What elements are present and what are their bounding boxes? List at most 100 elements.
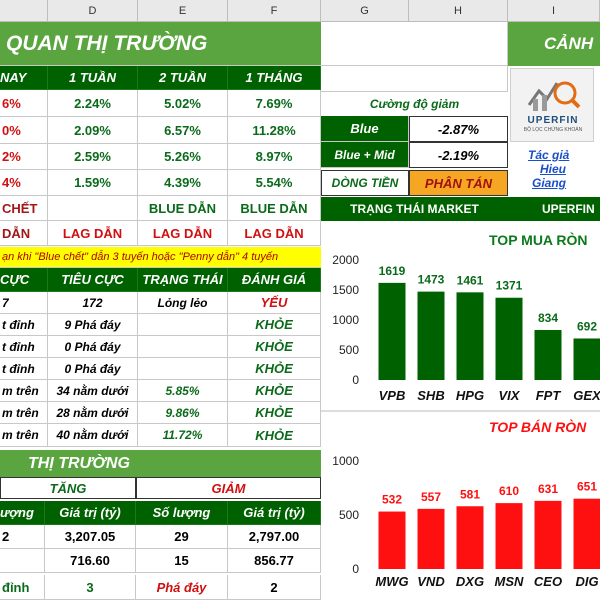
eval-cell[interactable]: 40 nằm dưới	[48, 424, 138, 447]
eval-header-rating: ĐÁNH GIÁ	[228, 268, 321, 292]
column-header-h[interactable]: H	[409, 0, 508, 22]
chart-bar[interactable]	[573, 498, 600, 569]
column-header-i[interactable]: I	[508, 0, 600, 22]
chart-bar[interactable]	[456, 506, 484, 569]
top-net-buy-chart[interactable]: TOP MUA RÒN 2000 1500 1000 500 0 1619 VPB 1473…	[321, 222, 600, 410]
period-cell[interactable]: 4.39%	[138, 170, 228, 196]
period-cell[interactable]: 2.24%	[48, 90, 138, 117]
status-cell[interactable]: LAG DẪN	[228, 221, 321, 246]
period-cell[interactable]: 0%	[0, 117, 48, 144]
eval-cell[interactable]	[138, 336, 228, 358]
period-cell[interactable]: 2.09%	[48, 117, 138, 144]
market-cell[interactable]	[0, 549, 45, 573]
cashflow-value[interactable]: PHÂN TÁN	[409, 170, 508, 196]
market-cell[interactable]: 2,797.00	[228, 525, 321, 549]
eval-cell[interactable]: 34 nằm dưới	[48, 380, 138, 402]
title-blank-cell[interactable]	[321, 22, 508, 66]
chart-bar[interactable]	[534, 329, 562, 380]
strength-blue-value[interactable]: -2.87%	[409, 116, 508, 142]
eval-cell[interactable]: 0 Phá đáy	[48, 358, 138, 380]
market-cell[interactable]: 856.77	[228, 549, 321, 573]
column-header-d[interactable]: D	[48, 0, 138, 22]
strength-bluemid-value[interactable]: -2.19%	[409, 142, 508, 168]
eval-cell[interactable]: m trên	[0, 402, 48, 424]
status-cell[interactable]: BLUE DẪN	[138, 196, 228, 221]
status-cell[interactable]	[48, 196, 138, 221]
period-cell[interactable]: 4%	[0, 170, 48, 196]
eval-cell[interactable]: 11.72%	[138, 424, 228, 447]
period-cell[interactable]: 5.26%	[138, 144, 228, 170]
eval-cell[interactable]: 7	[0, 292, 48, 314]
eval-cell[interactable]	[138, 314, 228, 336]
eval-cell[interactable]: m trên	[0, 380, 48, 402]
market-cell[interactable]: 29	[136, 525, 228, 549]
top-net-sell-chart[interactable]: TOP BÁN RÒN 1000 500 0 532 MWG 557 VND 581 DXG 6…	[321, 410, 600, 600]
author-name-link-2[interactable]: Giang	[532, 176, 567, 190]
strength-blue-label[interactable]: Blue	[321, 116, 409, 142]
eval-cell[interactable]: KHỎE	[228, 380, 321, 402]
status-cell[interactable]: BLUE DẪN	[228, 196, 321, 221]
period-cell[interactable]: 8.97%	[228, 144, 321, 170]
author-label-link[interactable]: Tác giả	[528, 148, 570, 162]
eval-cell[interactable]: KHỎE	[228, 402, 321, 424]
chart-bar[interactable]	[417, 291, 445, 380]
blank-cell[interactable]	[321, 66, 508, 92]
status-cell[interactable]: LAG DẪN	[48, 221, 138, 246]
status-cell[interactable]: CHẾT	[0, 196, 48, 221]
chart-bar[interactable]	[534, 500, 562, 569]
chart-bar[interactable]	[456, 292, 484, 380]
period-cell[interactable]: 5.02%	[138, 90, 228, 117]
market-cell[interactable]: 2	[0, 525, 45, 549]
market-cell[interactable]: 15	[136, 549, 228, 573]
eval-cell[interactable]: 9.86%	[138, 402, 228, 424]
eval-cell[interactable]: t đỉnh	[0, 336, 48, 358]
eval-cell[interactable]: KHỎE	[228, 358, 321, 380]
eval-cell[interactable]: Lỏng lẻo	[138, 292, 228, 314]
eval-cell[interactable]: m trên	[0, 424, 48, 447]
chart-bar[interactable]	[378, 282, 406, 380]
period-cell[interactable]: 6%	[0, 90, 48, 117]
chart-bar[interactable]	[417, 508, 445, 569]
eval-cell[interactable]: 28 nằm dưới	[48, 402, 138, 424]
eval-cell[interactable]: KHỎE	[228, 424, 321, 447]
eval-cell[interactable]: 172	[48, 292, 138, 314]
status-cell[interactable]: DẪN	[0, 221, 48, 246]
period-cell[interactable]: 7.69%	[228, 90, 321, 117]
status-cell[interactable]: LAG DẪN	[138, 221, 228, 246]
magnifier-chart-icon	[527, 81, 581, 111]
period-cell[interactable]: 6.57%	[138, 117, 228, 144]
chart-bar[interactable]	[573, 338, 600, 380]
eval-cell[interactable]: KHỎE	[228, 314, 321, 336]
chart-bar[interactable]	[378, 511, 406, 569]
market-bottom-count[interactable]: 2	[228, 575, 321, 600]
eval-cell[interactable]: t đỉnh	[0, 358, 48, 380]
column-header-f[interactable]: F	[228, 0, 321, 22]
eval-cell[interactable]: 9 Phá đáy	[48, 314, 138, 336]
period-cell[interactable]: 2.59%	[48, 144, 138, 170]
eval-cell[interactable]	[138, 358, 228, 380]
market-peak-label[interactable]: đỉnh	[0, 575, 45, 600]
uperfin-logo[interactable]: UPERFIN BỘ LỌC CHỨNG KHOÁN	[510, 68, 594, 142]
bar-data-label: 1619	[379, 264, 406, 278]
market-cell[interactable]: 716.60	[45, 549, 136, 573]
strength-bluemid-label[interactable]: Blue + Mid	[321, 142, 409, 168]
period-cell[interactable]: 11.28%	[228, 117, 321, 144]
cashflow-label[interactable]: DÒNG TIỀN	[321, 170, 409, 196]
eval-cell[interactable]: t đỉnh	[0, 314, 48, 336]
chart-bar[interactable]	[495, 297, 523, 380]
market-bottom-label[interactable]: Phá đáy	[136, 575, 228, 600]
period-cell[interactable]: 2%	[0, 144, 48, 170]
author-name-link-1[interactable]: Hieu	[540, 162, 567, 176]
eval-cell[interactable]: 5.85%	[138, 380, 228, 402]
period-cell[interactable]: 1.59%	[48, 170, 138, 196]
market-cell[interactable]: 3,207.05	[45, 525, 136, 549]
eval-cell[interactable]: KHỎE	[228, 336, 321, 358]
column-header-c[interactable]	[0, 0, 48, 22]
market-peak-count[interactable]: 3	[45, 575, 136, 600]
column-header-e[interactable]: E	[138, 0, 228, 22]
chart-bar[interactable]	[495, 503, 523, 569]
column-header-g[interactable]: G	[321, 0, 409, 22]
eval-cell[interactable]: 0 Phá đáy	[48, 336, 138, 358]
period-cell[interactable]: 5.54%	[228, 170, 321, 196]
eval-cell[interactable]: YẾU	[228, 292, 321, 314]
